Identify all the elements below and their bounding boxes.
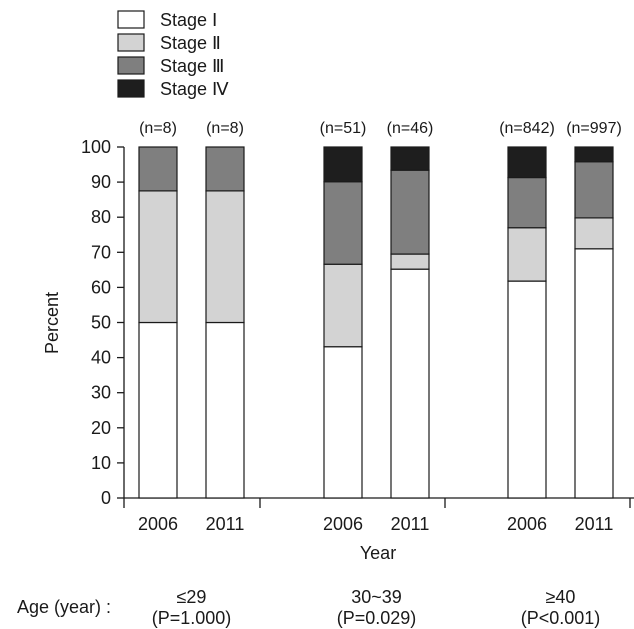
bar-segment-g3-2006-stage-2 [507, 227, 547, 282]
legend-label-4: Stage Ⅳ [160, 79, 229, 99]
bar-segment-g2-2006-stage-1 [323, 346, 363, 499]
legend-swatch-2 [117, 33, 145, 52]
bar-segment-g2-2006-stage-3 [323, 181, 363, 265]
bar-segment-g1-2006-stage-1 [138, 321, 178, 499]
bar-segment-g1-2011-stage-2 [205, 190, 245, 324]
sample-size-labels: (n=8) (n=8) (n=51) (n=46) (n=842) (n=997) [139, 120, 622, 137]
p-value-label-1: (P=1.000) [152, 608, 232, 628]
bar-segment-g2-2006-stage-2 [323, 263, 363, 348]
p-value-label-3: (P<0.001) [521, 608, 601, 628]
y-axis: 0 10 20 30 40 50 60 70 80 90 100 [81, 137, 125, 508]
y-tick-label-50: 50 [91, 313, 111, 333]
legend-swatch-3 [117, 56, 145, 75]
legend: Stage Ⅰ Stage Ⅱ Stage Ⅲ Stage Ⅳ [117, 10, 229, 99]
age-group-label-3: ≥40 [546, 587, 576, 607]
bar-segment-g2-2011-stage-2 [390, 253, 430, 270]
bar-segment-g1-2011-stage-1 [205, 321, 245, 499]
bar-segment-g2-2011-stage-1 [390, 268, 430, 499]
age-axis-label: Age (year) : [17, 597, 111, 617]
x-axis: 2006 2011 2006 2011 2006 2011 [123, 497, 634, 534]
y-tick-label-80: 80 [91, 207, 111, 227]
bar-segment-g3-2011-stage-3 [574, 161, 614, 219]
x-tick-label-g3-2006: 2006 [507, 514, 547, 534]
age-group-label-2: 30~39 [351, 587, 402, 607]
legend-label-3: Stage Ⅲ [160, 56, 224, 76]
legend-label-1: Stage Ⅰ [160, 10, 217, 30]
bar-segment-g3-2011-stage-1 [574, 248, 614, 499]
bars [138, 146, 614, 499]
n-label-g2-2011: (n=46) [387, 120, 434, 137]
y-tick-label-20: 20 [91, 418, 111, 438]
bar-segment-g1-2011-stage-3 [205, 146, 245, 192]
y-tick-label-40: 40 [91, 348, 111, 368]
bar-segment-g3-2006-stage-3 [507, 176, 547, 229]
x-tick-label-g2-2006: 2006 [323, 514, 363, 534]
p-value-label-2: (P=0.029) [337, 608, 417, 628]
bar-segment-g3-2006-stage-4 [507, 146, 547, 179]
x-tick-label-g1-2011: 2011 [206, 514, 245, 534]
age-group-label-1: ≤29 [177, 587, 207, 607]
bar-segment-g1-2006-stage-2 [138, 190, 178, 324]
n-label-g1-2011: (n=8) [206, 120, 244, 137]
bar-segment-g3-2011-stage-2 [574, 217, 614, 250]
x-tick-label-g1-2006: 2006 [138, 514, 178, 534]
y-tick-label-70: 70 [91, 242, 111, 262]
n-label-g3-2006: (n=842) [499, 120, 555, 137]
bar-segment-g1-2006-stage-3 [138, 146, 178, 192]
x-tick-label-g2-2011: 2011 [391, 514, 430, 534]
age-group-labels: ≤29(P=1.000) 30~39(P=0.029) ≥40(P<0.001) [152, 587, 601, 628]
n-label-g1-2006: (n=8) [139, 120, 177, 137]
y-tick-label-90: 90 [91, 172, 111, 192]
legend-swatch-4 [117, 79, 145, 98]
y-tick-label-0: 0 [101, 488, 111, 508]
bar-segment-g3-2011-stage-4 [574, 146, 614, 163]
y-tick-label-30: 30 [91, 383, 111, 403]
bar-segment-g2-2006-stage-4 [323, 146, 363, 183]
n-label-g2-2006: (n=51) [320, 120, 367, 137]
y-tick-label-100: 100 [81, 137, 111, 157]
n-label-g3-2011: (n=997) [566, 120, 622, 137]
y-axis-title: Percent [42, 292, 62, 354]
x-axis-title: Year [360, 543, 396, 563]
legend-label-2: Stage Ⅱ [160, 33, 221, 53]
bar-segment-g2-2011-stage-4 [390, 146, 430, 171]
bar-segment-g2-2011-stage-3 [390, 169, 430, 255]
legend-swatch-1 [117, 10, 145, 29]
y-tick-label-10: 10 [91, 453, 111, 473]
y-tick-label-60: 60 [91, 277, 111, 297]
bar-segment-g3-2006-stage-1 [507, 280, 547, 499]
x-tick-label-g3-2011: 2011 [575, 514, 614, 534]
